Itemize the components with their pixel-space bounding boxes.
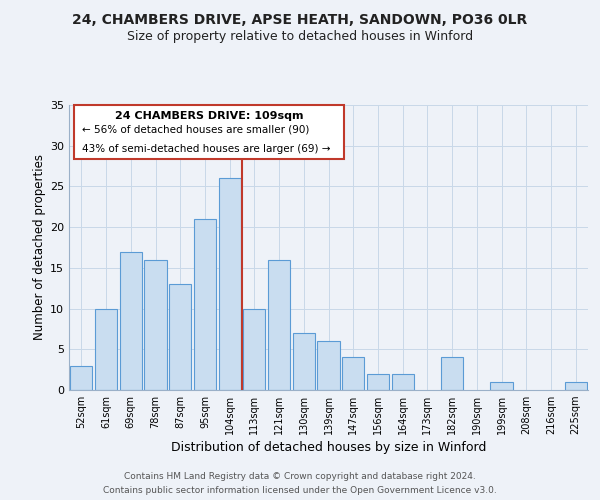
Bar (392, 374, 414, 390)
Text: 24 CHAMBERS DRIVE: 109sqm: 24 CHAMBERS DRIVE: 109sqm (115, 110, 304, 120)
Bar (194, 219, 216, 390)
FancyBboxPatch shape (74, 105, 344, 159)
Bar (268, 260, 290, 390)
Text: 43% of semi-detached houses are larger (69) →: 43% of semi-detached houses are larger (… (82, 144, 331, 154)
Bar (293, 333, 315, 390)
Bar (490, 382, 512, 390)
Bar (243, 308, 265, 390)
Bar (367, 374, 389, 390)
Bar (441, 358, 463, 390)
Bar (70, 366, 92, 390)
Bar (565, 382, 587, 390)
Bar (145, 260, 167, 390)
Text: Contains HM Land Registry data © Crown copyright and database right 2024.: Contains HM Land Registry data © Crown c… (124, 472, 476, 481)
Text: 24, CHAMBERS DRIVE, APSE HEATH, SANDOWN, PO36 0LR: 24, CHAMBERS DRIVE, APSE HEATH, SANDOWN,… (73, 12, 527, 26)
Bar (317, 341, 340, 390)
Bar (342, 358, 364, 390)
Bar (95, 308, 117, 390)
Text: Size of property relative to detached houses in Winford: Size of property relative to detached ho… (127, 30, 473, 43)
Text: Contains public sector information licensed under the Open Government Licence v3: Contains public sector information licen… (103, 486, 497, 495)
Text: ← 56% of detached houses are smaller (90): ← 56% of detached houses are smaller (90… (82, 124, 310, 134)
X-axis label: Distribution of detached houses by size in Winford: Distribution of detached houses by size … (171, 442, 486, 454)
Bar (119, 252, 142, 390)
Y-axis label: Number of detached properties: Number of detached properties (33, 154, 46, 340)
Bar (218, 178, 241, 390)
Bar (169, 284, 191, 390)
